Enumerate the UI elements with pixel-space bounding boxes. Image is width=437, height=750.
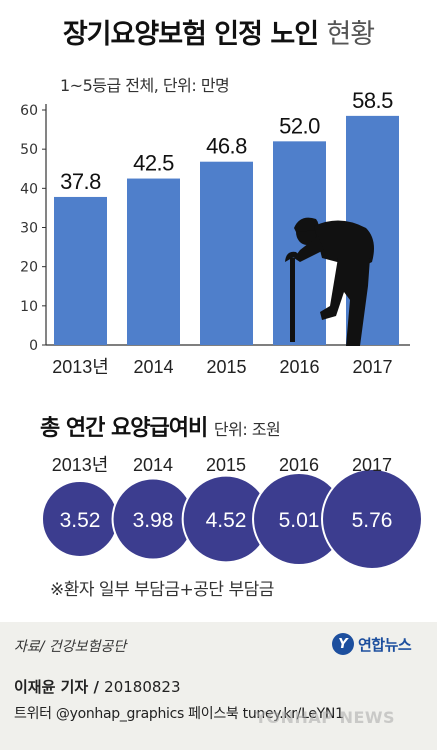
source-label: 자료/ 건강보험공단: [14, 639, 127, 655]
y-tick-label: 10: [20, 299, 38, 315]
bar-value-label: 58.5: [352, 88, 393, 113]
x-tick-label: 2017: [352, 357, 392, 377]
yonhap-logo: Y 연합뉴스: [332, 630, 412, 658]
byline: 이재윤 기자 / 20180823: [14, 676, 181, 697]
legs-icon: [320, 258, 370, 346]
bar-value-label: 42.5: [133, 151, 174, 176]
cost-year-label: 2016: [279, 455, 319, 475]
cost-value-label: 3.98: [133, 509, 174, 532]
cost-year-label: 2013년: [52, 455, 109, 475]
section-title: 총 연간 요양급여비 단위: 조원: [40, 410, 281, 442]
title-light: 현황: [326, 19, 375, 50]
arm-icon: [294, 236, 324, 262]
cost-value-label: 5.01: [279, 509, 320, 532]
reporter: 이재윤 기자 /: [14, 678, 99, 696]
cost-value-label: 3.52: [60, 509, 101, 532]
cost-value-label: 4.52: [206, 509, 247, 532]
cost-year-label: 2017: [352, 455, 392, 475]
cost-value-label: 5.76: [352, 509, 393, 532]
x-tick-label: 2013년: [52, 357, 109, 377]
bar-chart: 0 10 20 30 40 50 60 37.8 42.5 46.8 52.0 58.5 2013년…: [20, 88, 423, 570]
x-axis-labels: 2013년 2014 2015 2016 2017: [52, 357, 392, 377]
elderly-person-icon: [285, 217, 374, 346]
cost-year-label: 2015: [206, 455, 246, 475]
page-title: 장기요양보험 인정 노인 현황: [0, 12, 437, 51]
cane-handle-icon: [285, 251, 300, 262]
y-tick-label: 40: [20, 181, 38, 197]
x-tick-label: 2014: [133, 357, 173, 377]
cost-year-label: 2014: [133, 455, 173, 475]
bar: [200, 161, 253, 345]
bar-value-label: 52.0: [279, 113, 320, 138]
x-tick-label: 2016: [279, 357, 319, 377]
yonhap-logo-text: 연합뉴스: [358, 635, 412, 654]
bar: [54, 196, 107, 345]
y-tick-label: 30: [20, 221, 38, 237]
bars: 37.8 42.5 46.8 52.0 58.5: [54, 88, 399, 345]
publish-date: 20180823: [104, 678, 181, 696]
yonhap-logo-icon: Y: [332, 633, 354, 655]
cost-circle: [321, 468, 423, 570]
cane-icon: [290, 258, 295, 342]
cost-circles: 3.52 3.98 4.52 5.01 5.76: [41, 468, 423, 570]
bar: [127, 178, 180, 345]
bar-value-label: 46.8: [206, 134, 247, 159]
chart-subtitle: 1~5등급 전체, 단위: 만명: [60, 76, 230, 95]
y-tick-label: 50: [20, 142, 38, 158]
y-tick-label: 20: [20, 260, 38, 276]
footnote: ※환자 일부 부담금+공단 부담금: [50, 580, 274, 600]
title-bold: 장기요양보험 인정 노인: [62, 19, 319, 50]
watermark: YONHAP NEWS: [255, 708, 396, 727]
card: 장기요양보험 인정 노인 현황 1~5등급 전체, 단위: 만명 0 10 20 30…: [0, 0, 437, 622]
cost-year-labels: 2013년 2014 2015 2016 2017: [52, 455, 392, 475]
y-tick-label: 0: [29, 338, 38, 354]
bar-value-label: 37.8: [60, 169, 101, 194]
y-tick-label: 60: [20, 103, 38, 119]
body-icon: [314, 220, 374, 268]
section-title-text: 총 연간 요양급여비: [40, 416, 208, 441]
x-tick-label: 2015: [206, 357, 246, 377]
section-unit: 단위: 조원: [213, 420, 281, 439]
cap-icon: [294, 217, 319, 232]
social-links: 트위터 @yonhap_graphics 페이스북 tuney.kr/LeYN1: [14, 706, 344, 722]
